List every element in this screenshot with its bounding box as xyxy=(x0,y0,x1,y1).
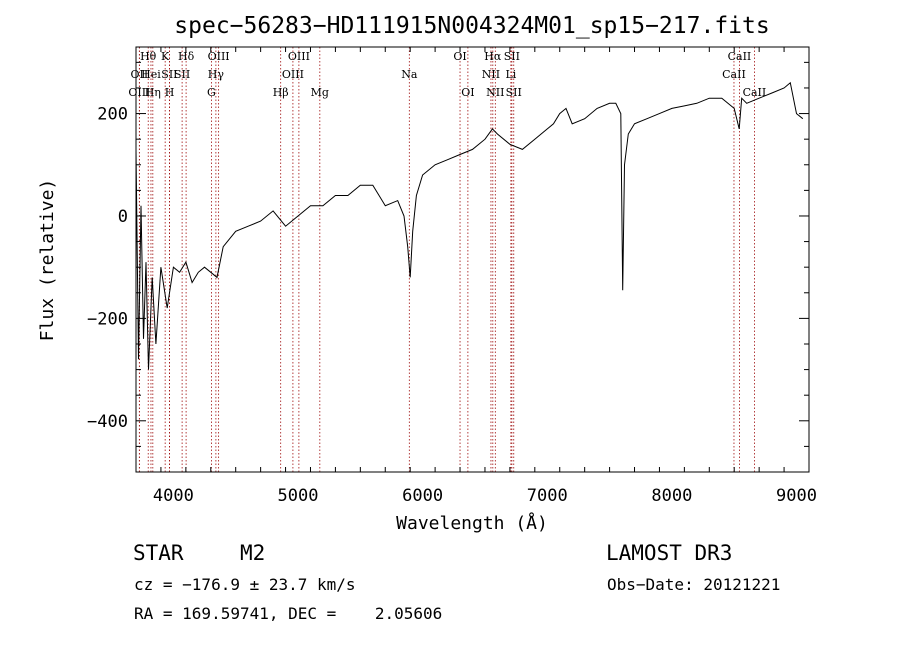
line-label: NII xyxy=(482,68,500,81)
line-label: K xyxy=(161,50,170,63)
plot-frame xyxy=(135,46,810,473)
spectral-line-markers xyxy=(138,47,755,472)
spectrum-line xyxy=(135,81,804,370)
line-label: CaII xyxy=(728,50,752,63)
x-tick-label: 6000 xyxy=(402,486,443,506)
coordinates-readout: RA = 169.59741, DEC = 2.05606 xyxy=(134,604,442,623)
line-label: OIII xyxy=(128,86,150,99)
y-axis-label: Flux (relative) xyxy=(37,179,58,342)
x-tick-label: 5000 xyxy=(278,486,319,506)
x-axis-label: Wavelength (Å) xyxy=(396,512,548,534)
y-axis: −400 −200 0 200 xyxy=(87,61,809,473)
line-label: Hθ xyxy=(140,50,157,63)
chart-title: spec−56283−HD111915N004324M01_sp15−217.f… xyxy=(174,13,769,39)
line-label: G xyxy=(207,86,216,99)
line-label: Na xyxy=(401,68,418,81)
observation-date: Obs−Date: 20121221 xyxy=(607,575,780,594)
line-label: Li xyxy=(505,68,516,81)
object-class: STAR xyxy=(133,541,184,565)
line-label: OI xyxy=(453,50,466,63)
line-label: CaII xyxy=(743,86,767,99)
line-label: Hei xyxy=(141,68,161,81)
line-label: NII xyxy=(486,86,504,99)
y-tick-label: 0 xyxy=(118,207,128,227)
line-label: H xyxy=(165,86,175,99)
line-label: Hγ xyxy=(208,68,225,81)
line-label: Mg xyxy=(311,86,329,99)
line-label: Hα xyxy=(484,50,502,63)
y-tick-label: −400 xyxy=(87,412,128,432)
line-label: CaII xyxy=(722,68,746,81)
x-tick-label: 8000 xyxy=(651,486,692,506)
x-tick-label: 4000 xyxy=(153,486,194,506)
x-axis: 4000 5000 6000 7000 8000 9000 xyxy=(135,47,817,506)
line-label: Hβ xyxy=(273,86,289,99)
line-label: SII xyxy=(504,50,520,63)
line-label: OII xyxy=(131,68,149,81)
line-label: SII xyxy=(174,68,190,81)
line-label: OIII xyxy=(208,50,230,63)
line-label: OIII xyxy=(282,68,304,81)
velocity-readout: cz = −176.9 ± 23.7 km/s xyxy=(134,575,356,594)
y-tick-label: −200 xyxy=(87,309,128,329)
line-label: Hδ xyxy=(178,50,195,63)
y-tick-label: 200 xyxy=(97,105,128,125)
survey-name: LAMOST DR3 xyxy=(606,541,732,565)
x-tick-label: 7000 xyxy=(527,486,568,506)
line-label: OIII xyxy=(288,50,310,63)
object-subclass: M2 xyxy=(240,541,265,565)
line-label: Hη xyxy=(145,86,161,99)
x-tick-label: 9000 xyxy=(776,486,817,506)
line-label: SII xyxy=(161,68,177,81)
line-label: OI xyxy=(461,86,474,99)
line-label: SII xyxy=(506,86,522,99)
